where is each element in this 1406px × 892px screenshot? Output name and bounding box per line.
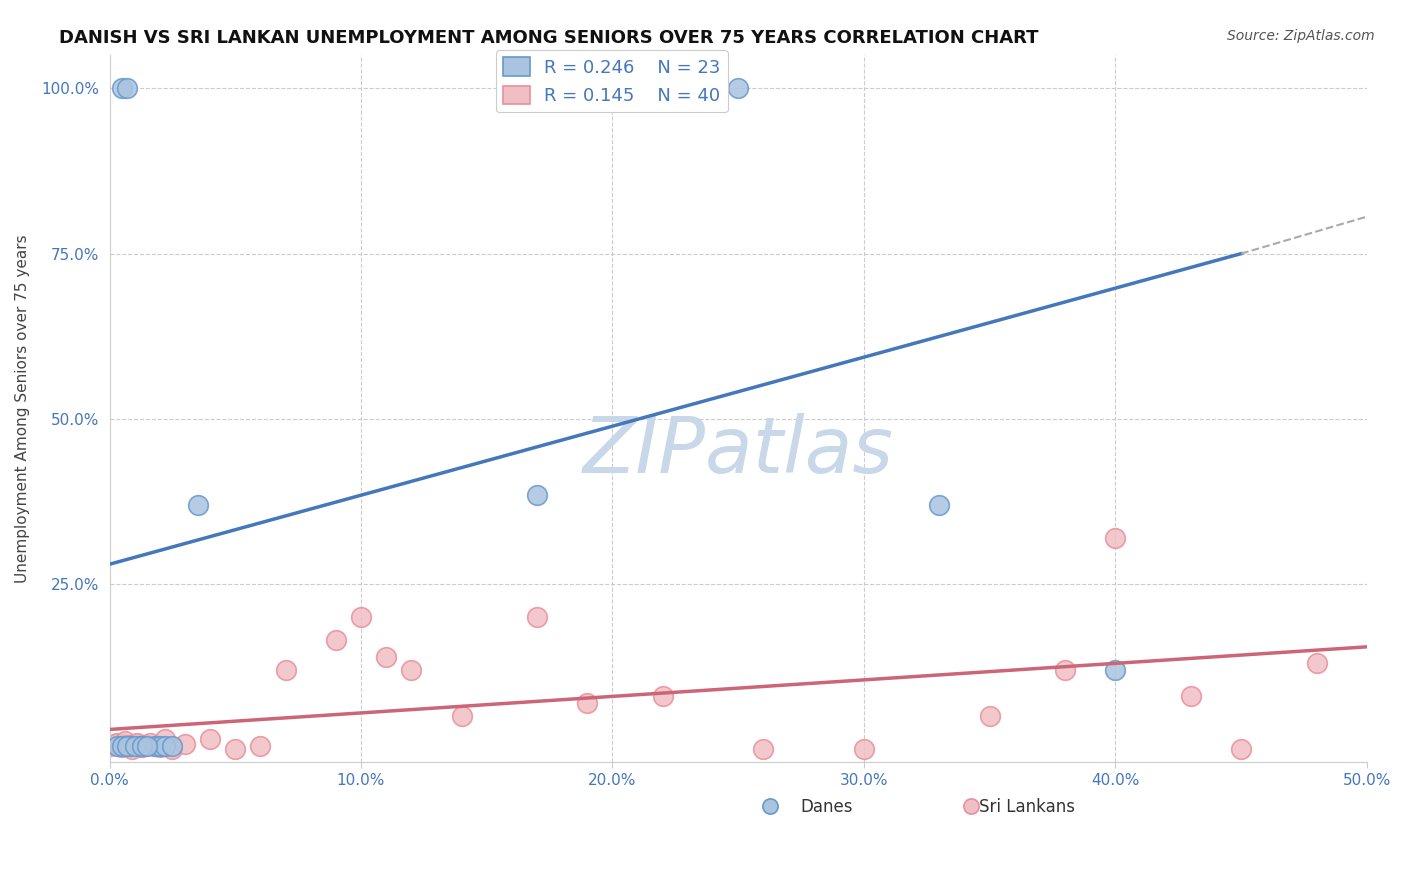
Point [727,81,749,95]
Point [576,81,599,95]
Point [928,498,950,512]
Text: Danes: Danes [800,798,852,816]
Point [111,740,134,755]
Point [115,738,138,752]
Point [1104,663,1126,677]
Point [131,739,153,753]
Text: Sri Lankans: Sri Lankans [980,798,1076,816]
Point [274,663,297,677]
Legend: R = 0.246    N = 23, R = 0.145    N = 40: R = 0.246 N = 23, R = 0.145 N = 40 [496,50,728,112]
Point [153,732,176,747]
Point [114,734,136,748]
Point [128,739,150,753]
Point [111,81,134,95]
Point [149,740,172,755]
Point [108,739,131,753]
Point [186,498,208,512]
Point [118,739,141,753]
Text: Source: ZipAtlas.com: Source: ZipAtlas.com [1227,29,1375,43]
Point [124,737,146,751]
Point [979,709,1001,723]
Point [1054,663,1077,677]
Point [1180,690,1202,704]
Point [127,736,149,750]
Point [576,696,599,710]
Point [1230,742,1253,756]
Point [118,739,141,753]
Text: ZIPatlas: ZIPatlas [582,413,894,490]
Point [325,633,347,648]
Point [131,740,153,755]
Y-axis label: Unemployment Among Seniors over 75 years: Unemployment Among Seniors over 75 years [15,235,30,583]
Point [852,742,875,756]
Point [124,739,146,753]
Point [115,739,138,753]
Point [224,742,246,756]
Point [1305,657,1327,671]
Point [651,81,673,95]
Point [115,81,138,95]
Point [105,739,128,753]
Point [162,739,184,753]
Point [139,736,162,750]
Point [689,81,711,95]
Point [121,742,143,756]
Point [401,663,423,677]
Point [98,739,121,753]
Point [752,742,775,756]
Point [651,690,673,704]
Text: DANISH VS SRI LANKAN UNEMPLOYMENT AMONG SENIORS OVER 75 YEARS CORRELATION CHART: DANISH VS SRI LANKAN UNEMPLOYMENT AMONG … [59,29,1039,46]
Point [450,709,472,723]
Point [136,739,159,753]
Point [375,649,398,664]
Point [128,739,150,753]
Point [526,610,548,624]
Point [350,610,373,624]
Point [526,488,548,502]
Point [134,738,156,752]
Point [143,739,166,753]
Point [249,739,271,753]
Point [198,731,221,746]
Point [103,737,125,751]
Point [105,736,128,750]
Point [111,739,134,753]
Point [1104,531,1126,545]
Point [626,81,648,95]
Point [143,739,166,753]
Point [162,742,184,756]
Point [153,739,176,753]
Point [149,739,172,753]
Point [174,737,197,751]
